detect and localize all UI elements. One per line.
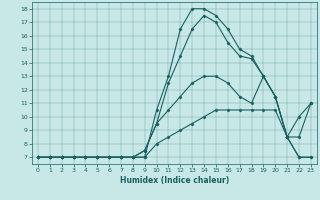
X-axis label: Humidex (Indice chaleur): Humidex (Indice chaleur): [120, 176, 229, 185]
